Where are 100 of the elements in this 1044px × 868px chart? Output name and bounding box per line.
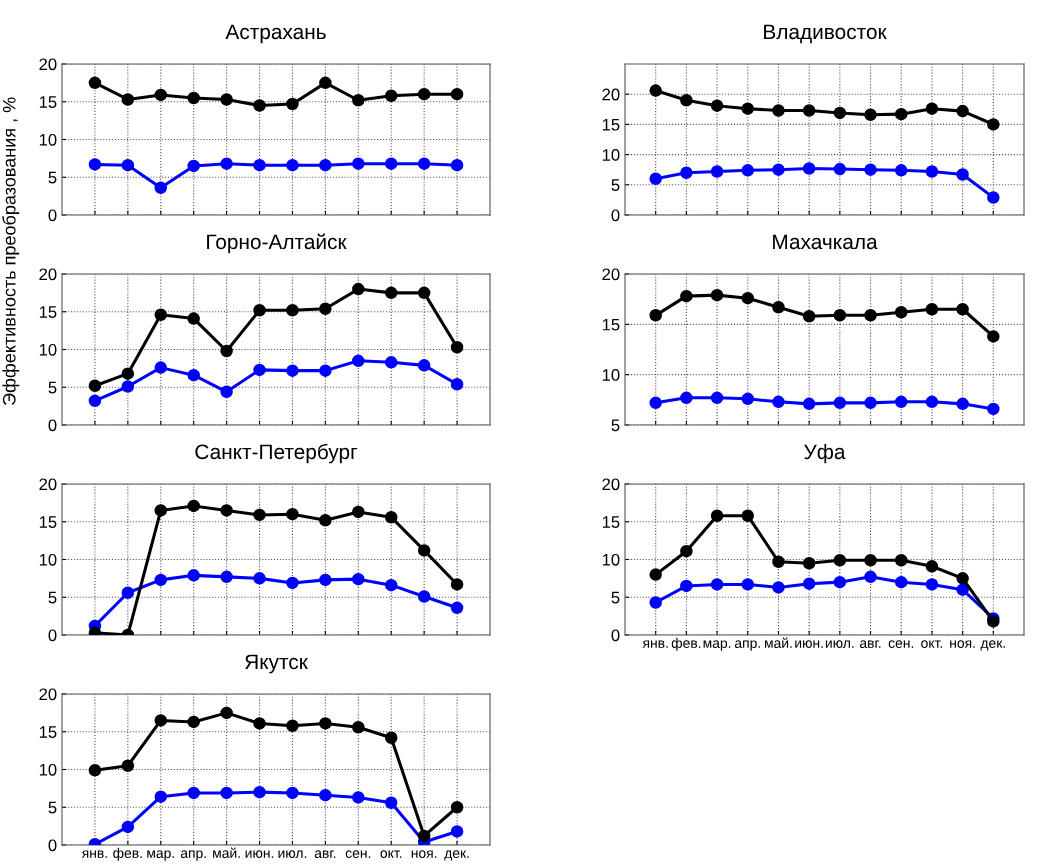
y-tick-label: 15	[602, 318, 620, 331]
point	[88, 76, 102, 90]
point	[710, 391, 724, 405]
point	[154, 181, 168, 195]
y-tick-label: 5	[611, 179, 620, 191]
chart-title: Санкт-Петербург	[195, 443, 358, 464]
point	[925, 395, 939, 409]
point	[286, 786, 299, 800]
point	[417, 590, 431, 603]
point	[384, 286, 398, 300]
point	[384, 157, 398, 170]
y-tick-label: 5	[48, 591, 57, 604]
y-tick-label: 0	[611, 629, 620, 642]
y-tick-label: 0	[48, 209, 57, 222]
x-tick-label: дек.	[444, 850, 469, 861]
point	[450, 377, 464, 391]
point	[187, 368, 200, 382]
point	[864, 554, 877, 567]
y-tick-label: 10	[39, 553, 57, 566]
point	[319, 513, 332, 527]
y-tick-label: 15	[39, 516, 57, 528]
point	[121, 93, 135, 106]
x-tick-label: ноя.	[950, 640, 975, 648]
point	[121, 158, 135, 172]
x-tick-label: апр.	[180, 850, 206, 861]
point	[253, 785, 266, 799]
point	[352, 720, 365, 734]
point	[253, 363, 266, 377]
y-tick-label: 15	[602, 516, 620, 528]
point	[680, 289, 693, 303]
point	[956, 397, 969, 411]
point	[864, 163, 877, 176]
y-tick-label: 10	[39, 343, 57, 356]
point	[864, 108, 877, 121]
point	[286, 719, 299, 732]
x-tick-label: фев.	[671, 637, 701, 651]
x-tick-label: окт.	[921, 640, 942, 648]
point	[649, 596, 662, 609]
point	[121, 759, 135, 772]
point	[956, 583, 969, 596]
chart-title: Уфа	[804, 443, 846, 464]
point	[987, 118, 1000, 131]
point	[864, 396, 877, 410]
y-tick-label: 5	[48, 171, 57, 184]
point	[319, 158, 332, 172]
point	[417, 286, 431, 300]
point	[352, 505, 365, 519]
point	[220, 385, 233, 399]
point	[802, 577, 816, 590]
point	[649, 309, 662, 322]
point	[253, 158, 266, 172]
point	[450, 158, 464, 172]
point	[925, 578, 939, 591]
point	[772, 395, 785, 409]
point	[220, 706, 233, 720]
y-tick-label: 10	[602, 149, 620, 161]
point	[253, 572, 266, 585]
point	[220, 344, 233, 358]
point	[741, 164, 755, 177]
point	[384, 356, 398, 369]
y-tick-label: 10	[39, 763, 57, 776]
point	[833, 106, 847, 120]
point	[450, 340, 464, 354]
point	[384, 796, 398, 809]
y-tick-label: 5	[48, 801, 57, 814]
point	[741, 509, 755, 522]
point	[925, 560, 939, 573]
chart-title: Махачкала	[773, 234, 878, 250]
point	[154, 573, 168, 587]
point	[121, 380, 135, 393]
point	[384, 510, 398, 524]
chart-title: Горно-Алтайск	[207, 233, 347, 254]
y-tick-label: 15	[39, 306, 57, 318]
point	[220, 93, 233, 106]
point	[253, 508, 266, 522]
point	[187, 499, 200, 513]
point	[710, 99, 724, 112]
point	[220, 157, 233, 170]
point	[772, 104, 785, 117]
x-tick-label: сен.	[888, 640, 914, 648]
point	[710, 288, 724, 302]
point	[286, 507, 299, 521]
point	[772, 300, 785, 314]
x-tick-label: окт.	[380, 850, 402, 858]
point	[864, 570, 877, 584]
point	[741, 392, 755, 406]
point	[417, 829, 431, 843]
x-tick-label: ноя.	[411, 850, 437, 858]
y-tick-label: 20	[602, 268, 620, 281]
point	[450, 578, 464, 591]
point	[833, 162, 847, 176]
point	[319, 573, 332, 587]
point	[987, 330, 1000, 343]
point	[417, 544, 431, 557]
y-axis-title: Эффективность преобразования , %	[2, 97, 20, 405]
y-tick-label: 5	[48, 381, 57, 394]
point	[187, 91, 200, 105]
point	[352, 157, 365, 170]
point	[450, 801, 464, 814]
point	[154, 790, 168, 803]
